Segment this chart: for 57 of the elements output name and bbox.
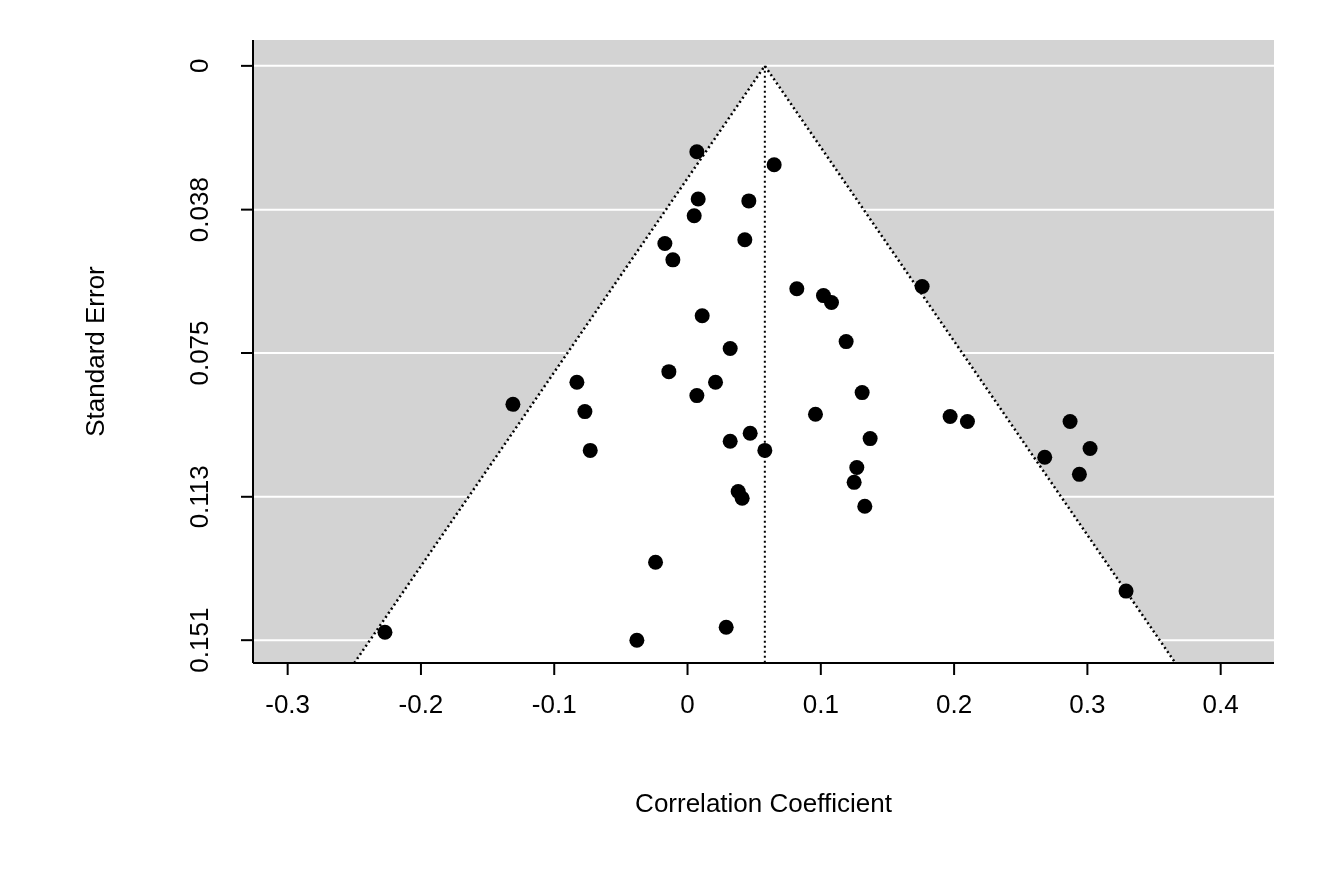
x-tick-label: -0.2: [398, 689, 444, 719]
point: [718, 619, 734, 635]
point: [689, 144, 705, 160]
point: [657, 235, 673, 251]
point: [789, 281, 805, 297]
y-tick-label: 0.113: [183, 465, 214, 529]
point: [629, 632, 645, 648]
point: [854, 385, 870, 401]
point: [1062, 413, 1078, 429]
point: [741, 193, 757, 209]
point: [569, 374, 585, 390]
x-tick-label: -0.1: [531, 689, 577, 719]
point: [914, 278, 930, 294]
x-tick-label: 0: [680, 689, 695, 719]
point: [857, 498, 873, 514]
x-tick-label: -0.3: [265, 689, 311, 719]
x-tick-label: 0.4: [1202, 689, 1239, 719]
y-axis-title: Standard Error: [80, 265, 110, 437]
x-tick-label: 0.3: [1069, 689, 1106, 719]
x-tick-label: 0.2: [936, 689, 973, 719]
point: [942, 409, 958, 425]
point: [846, 474, 862, 490]
point: [648, 554, 664, 570]
point: [737, 232, 753, 248]
point: [722, 340, 738, 356]
point: [577, 404, 593, 420]
point: [689, 388, 705, 404]
point: [686, 208, 702, 224]
point: [690, 191, 706, 207]
point: [1118, 583, 1134, 599]
point: [757, 442, 773, 458]
point: [505, 396, 521, 412]
x-axis-title: Correlation Coefficient: [635, 788, 893, 818]
y-tick-label: 0.075: [183, 320, 214, 386]
point: [734, 490, 750, 506]
point: [742, 425, 758, 441]
x-tick-label: 0.1: [802, 689, 839, 719]
point: [766, 157, 782, 173]
point: [823, 294, 839, 310]
point: [959, 413, 975, 429]
y-tick-label: 0.038: [183, 177, 214, 243]
point: [1037, 449, 1053, 465]
y-tick-label: 0.151: [183, 607, 214, 673]
point: [665, 252, 681, 268]
point: [722, 433, 738, 449]
point: [582, 442, 598, 458]
point: [708, 374, 724, 390]
point: [838, 334, 854, 350]
y-tick-label: 0: [183, 58, 214, 74]
point: [661, 364, 677, 380]
point: [694, 308, 710, 324]
point: [849, 460, 865, 475]
point: [377, 624, 393, 640]
point: [1071, 466, 1087, 482]
point: [1082, 440, 1098, 456]
point: [862, 431, 878, 447]
point: [807, 406, 823, 422]
